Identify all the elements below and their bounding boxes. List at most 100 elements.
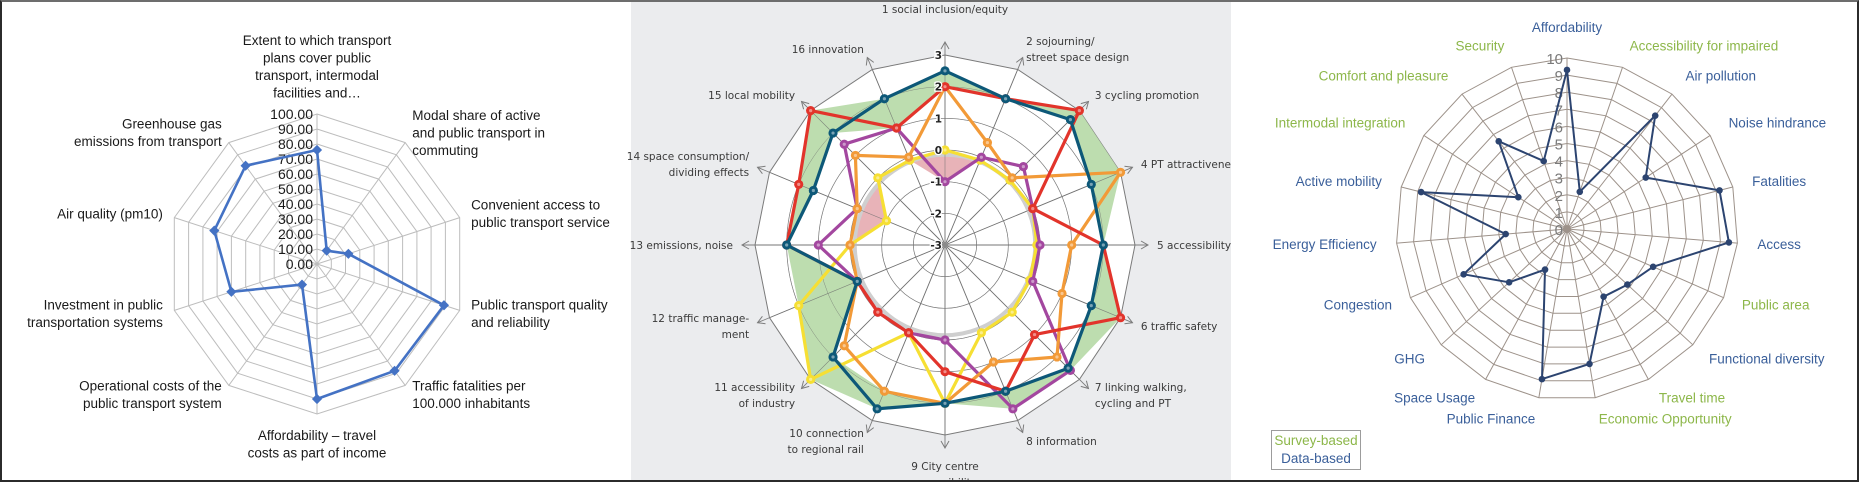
data-point-highlight xyxy=(907,155,911,159)
data-point-highlight xyxy=(943,180,947,184)
axis-label: Public Finance xyxy=(1447,411,1536,426)
axis-label-line: Modal share of active xyxy=(412,108,540,123)
axis-label: Intermodal integration xyxy=(1275,115,1406,130)
axis-label: GHG xyxy=(1394,352,1425,367)
axis-spoke xyxy=(1566,228,1694,346)
data-point-highlight xyxy=(1032,332,1037,337)
axis-label-line: Affordability – travel xyxy=(258,428,376,443)
axis-label-line: Traffic fatalities per xyxy=(412,379,526,394)
data-point-5-14 xyxy=(881,216,892,226)
data-point-5-15 xyxy=(873,173,883,183)
data-point-11 xyxy=(1538,375,1546,383)
data-point-3-10 xyxy=(879,386,890,396)
data-point-highlight xyxy=(809,377,813,381)
panel-left-radar: 0.00 10.00 20.00 30.00 40.00 50.00 60.00 70.00 8… xyxy=(2,2,631,480)
axis-label: 8 information xyxy=(1026,436,1097,448)
axis-label: 14 space consumption/dividing effects xyxy=(627,151,750,179)
data-point-highlight xyxy=(991,360,996,364)
axis-label-line: Security xyxy=(1456,38,1505,53)
axis-label: 16 innovation xyxy=(792,44,864,56)
data-point-9 xyxy=(1600,293,1607,300)
tick-label: 1 xyxy=(1555,205,1563,222)
data-point-1-14 xyxy=(808,185,818,196)
axis-label-line: 14 space consumption/ xyxy=(627,151,750,163)
tick-label: 5 xyxy=(1555,137,1563,154)
data-point-3-5 xyxy=(1067,240,1077,250)
data-point-highlight xyxy=(943,148,947,152)
tick-label: 40.00 xyxy=(278,196,313,212)
axis-label: 6 traffic safety xyxy=(1141,321,1218,333)
axis-label-line: of industry xyxy=(739,398,795,410)
data-point-highlight xyxy=(855,279,859,283)
data-point-highlight xyxy=(1118,316,1123,320)
axis-label-line: Active mobility xyxy=(1296,174,1383,189)
axis-spoke xyxy=(174,217,318,265)
axis-label: Public area xyxy=(1742,298,1810,313)
axis-spoke xyxy=(1511,67,1568,230)
tick-label: 6 xyxy=(1555,119,1563,136)
data-point-highlight xyxy=(1089,303,1093,308)
data-point-highlight xyxy=(1089,182,1093,187)
axis-label-line: Noise hindrance xyxy=(1729,115,1827,130)
tick-label: 10.00 xyxy=(278,241,313,257)
data-point-4 xyxy=(1642,174,1650,181)
axis-label-line: emissions from transport xyxy=(74,134,222,149)
data-point-highlight xyxy=(1021,165,1025,169)
axis-label-line: cycling and PT xyxy=(1095,398,1172,410)
axis-label-line: 3 cycling promotion xyxy=(1095,90,1199,102)
axis-label-line: Public area xyxy=(1742,298,1810,313)
data-point-highlight xyxy=(853,153,858,158)
axis-label-line: GHG xyxy=(1394,352,1425,367)
data-point-2-7 xyxy=(1029,329,1040,340)
axis-label-line: 100.000 inhabitants xyxy=(412,396,530,411)
axis-spoke xyxy=(1566,186,1733,230)
axis-label: Modal share of active and public transpor… xyxy=(412,108,545,158)
data-point-highlight xyxy=(943,370,947,374)
data-point-3 xyxy=(1651,112,1659,119)
axis-label-line: Congestion xyxy=(1324,298,1392,313)
axis-label-line: Convenient access to xyxy=(471,198,600,213)
tick-label: 10 xyxy=(1546,51,1563,68)
data-point-highlight xyxy=(884,219,889,223)
tick-label: 30.00 xyxy=(278,211,313,227)
data-point-1-4 xyxy=(1086,179,1096,190)
grid-ring xyxy=(1396,57,1738,399)
data-point-6 xyxy=(1725,239,1733,246)
data-point-1-10 xyxy=(872,404,882,414)
tick-label: 100.00 xyxy=(270,106,313,122)
axis-label: 3 cycling promotion xyxy=(1095,90,1199,102)
data-point-2-6 xyxy=(1115,313,1126,323)
axis-label: 10 connection to regional rail xyxy=(787,428,863,456)
legend-entry-data: Data-based xyxy=(1281,451,1351,466)
grid-ring-overlay xyxy=(913,213,977,277)
data-point-highlight xyxy=(1068,118,1072,122)
axis-spoke xyxy=(1396,228,1568,244)
axis-label: Greenhouse gas emissions from transport xyxy=(74,117,222,149)
data-point-1-12 xyxy=(852,276,862,286)
axis-label: Active mobility xyxy=(1296,174,1383,189)
data-point-highlight xyxy=(1003,97,1008,101)
axis-label: Convenient access to public transport ser… xyxy=(471,198,610,231)
grid-ring xyxy=(1532,194,1602,264)
data-point-highlight xyxy=(1031,207,1035,211)
axis-label-line: Operational costs of the xyxy=(79,379,222,394)
data-point-1-3 xyxy=(1065,115,1075,125)
data-point-1 xyxy=(1563,66,1571,74)
axis-label-line: public transport service xyxy=(471,215,610,230)
axis-label-line: 8 information xyxy=(1026,436,1097,448)
data-point-4-6 xyxy=(1028,276,1038,286)
axis-label: Noise hindrance xyxy=(1729,115,1827,130)
data-point-2-9 xyxy=(940,367,950,377)
axis-label-line: 7 linking walking, xyxy=(1095,382,1187,394)
axis-labels: Extent to which transport plans cover pub… xyxy=(27,33,610,460)
data-point-highlight xyxy=(785,243,789,247)
axis-label-line: and public transport in xyxy=(412,125,545,140)
axis-label: Investment in public transportation syste… xyxy=(27,298,163,331)
axis-label: 5 accessibility xyxy=(1157,240,1231,252)
data-point-4-9 xyxy=(940,335,950,345)
axis-label: Travel time xyxy=(1659,391,1725,406)
tick-label: -1 xyxy=(930,177,942,189)
data-point-5-12 xyxy=(794,300,804,311)
axis-label-line: plans cover public xyxy=(263,51,371,66)
axis-label-line: dividing effects xyxy=(669,167,749,179)
